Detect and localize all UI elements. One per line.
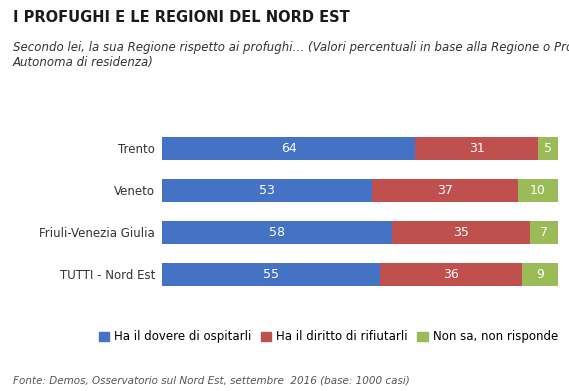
Text: 31: 31 xyxy=(469,142,484,155)
Bar xyxy=(372,179,518,202)
Text: 5: 5 xyxy=(544,142,552,155)
Text: 55: 55 xyxy=(263,267,279,281)
Bar xyxy=(162,221,391,244)
Bar xyxy=(391,221,530,244)
Text: 64: 64 xyxy=(281,142,296,155)
Text: Fonte: Demos, Osservatorio sul Nord Est, settembre  2016 (base: 1000 casi): Fonte: Demos, Osservatorio sul Nord Est,… xyxy=(13,375,409,385)
Text: 9: 9 xyxy=(536,267,544,281)
Bar xyxy=(518,179,558,202)
Text: 35: 35 xyxy=(453,226,469,239)
Text: 7: 7 xyxy=(540,226,548,239)
Bar xyxy=(162,179,372,202)
Text: 53: 53 xyxy=(259,184,275,197)
Text: 36: 36 xyxy=(443,267,459,281)
Legend: Ha il dovere di ospitarli, Ha il diritto di rifiutarli, Non sa, non risponde: Ha il dovere di ospitarli, Ha il diritto… xyxy=(94,325,563,348)
Text: 10: 10 xyxy=(530,184,546,197)
Bar xyxy=(162,137,415,160)
Bar xyxy=(538,137,558,160)
Text: 58: 58 xyxy=(269,226,285,239)
Bar xyxy=(415,137,538,160)
Bar xyxy=(380,262,522,285)
Text: 37: 37 xyxy=(437,184,453,197)
Bar xyxy=(522,262,558,285)
Bar xyxy=(162,262,380,285)
Text: I PROFUGHI E LE REGIONI DEL NORD EST: I PROFUGHI E LE REGIONI DEL NORD EST xyxy=(13,10,349,25)
Bar xyxy=(530,221,558,244)
Text: Secondo lei, la sua Regione rispetto ai profughi… (Valori percentuali in base al: Secondo lei, la sua Regione rispetto ai … xyxy=(13,41,569,69)
